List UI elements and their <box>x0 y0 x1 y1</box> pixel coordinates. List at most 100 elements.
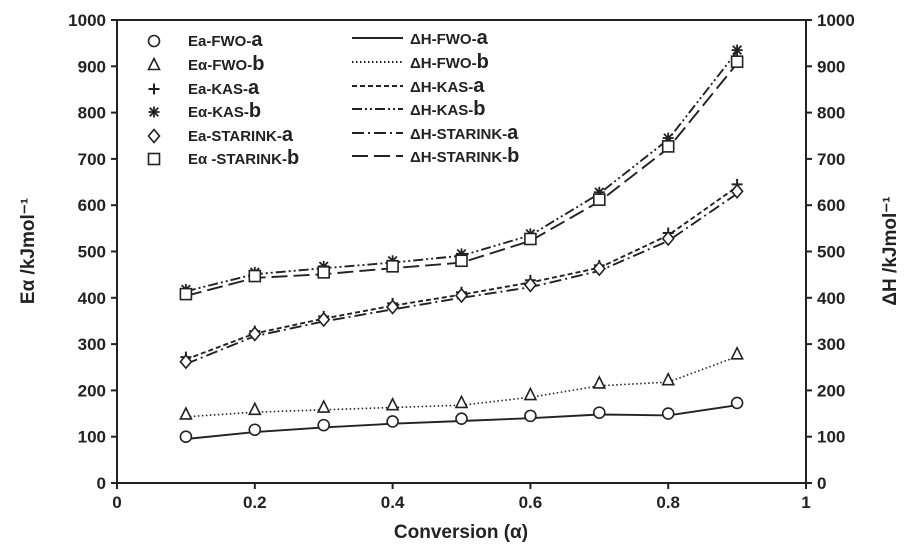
y-left-tick-label: 700 <box>78 150 106 169</box>
series-points-e-fwo-b <box>179 345 744 420</box>
series-points-ea-fwo-a <box>179 396 744 444</box>
y-left-tick-label: 100 <box>78 428 106 447</box>
legend-label: ΔH-STARINK-b <box>410 145 519 167</box>
data-point <box>592 193 606 206</box>
data-point <box>592 260 606 277</box>
x-tick-label: 0 <box>112 493 121 512</box>
data-point <box>592 375 607 389</box>
data-point <box>455 254 468 268</box>
legend-marker-e-fwo-b <box>147 56 161 71</box>
y-right-tick-label: 100 <box>817 428 845 447</box>
legend-marker-ea-starink-a <box>147 128 161 144</box>
legend-marker-ea-kas-a <box>148 83 160 95</box>
legend-symbol <box>147 152 161 166</box>
series-points-ea-kas-a <box>180 178 743 363</box>
x-axis-title: Conversion (α) <box>394 522 528 543</box>
data-point <box>179 406 193 420</box>
y-axis-right-title: ΔH /kJmol⁻¹ <box>880 196 901 305</box>
data-point <box>385 396 400 411</box>
y-right-tick-label: 1000 <box>817 11 855 30</box>
legend-symbol <box>148 83 160 95</box>
data-point <box>731 44 743 56</box>
y-left-tick-label: 400 <box>78 289 106 308</box>
data-point <box>386 299 400 315</box>
legend-symbol <box>147 56 161 71</box>
data-point <box>317 266 331 279</box>
data-point <box>386 415 399 428</box>
y-axis-right-ticks: 0 100 200 300 400 500 600 700 800 900 1000 <box>806 11 855 493</box>
y-axis-left-ticks: 0 100 200 300 400 500 600 700 800 900 1000 <box>68 11 117 493</box>
legend-marker-ea-fwo-a <box>147 34 161 48</box>
data-point <box>662 132 674 144</box>
data-point <box>661 407 675 420</box>
legend-symbol <box>148 106 160 118</box>
x-tick-label: 1 <box>801 493 810 512</box>
legend-label: Eα -STARINK-b <box>188 147 299 169</box>
series-line-h-fwo-b <box>185 355 738 418</box>
y-left-tick-label: 800 <box>78 104 106 123</box>
legend-label: Ea-FWO-a <box>188 29 263 51</box>
legend-label: ΔH-KAS-a <box>410 75 485 97</box>
data-point <box>730 55 744 68</box>
y-right-tick-label: 200 <box>817 381 845 400</box>
legend-marker-e-kas-b <box>148 106 160 118</box>
legend-symbol <box>147 128 161 144</box>
legend-label: ΔH-STARINK-a <box>410 122 519 144</box>
data-point <box>248 423 262 437</box>
legend-label: ΔH-FWO-b <box>410 51 489 73</box>
x-tick-label: 0.6 <box>519 493 543 512</box>
legend-label: ΔH-KAS-b <box>410 98 486 120</box>
data-point <box>248 326 262 342</box>
y-right-tick-label: 0 <box>817 474 826 493</box>
y-left-tick-label: 500 <box>78 243 106 262</box>
data-point <box>248 269 262 283</box>
data-point <box>248 401 262 416</box>
legend-label: Ea-STARINK-a <box>188 124 294 146</box>
y-right-tick-label: 500 <box>817 243 845 262</box>
x-axis-ticks: 0 0.2 0.4 0.6 0.8 1 <box>112 483 811 512</box>
y-right-tick-label: 600 <box>817 196 845 215</box>
y-left-tick-label: 600 <box>78 196 106 215</box>
data-point <box>593 186 605 198</box>
data-point <box>179 430 193 444</box>
data-point <box>524 409 537 423</box>
y-right-tick-label: 300 <box>817 335 845 354</box>
legend-marker-e-starink-b <box>147 152 161 166</box>
data-point <box>179 287 193 301</box>
data-point <box>730 396 744 410</box>
y-right-tick-label: 900 <box>817 57 845 76</box>
y-left-tick-label: 0 <box>97 474 106 493</box>
y-left-tick-label: 200 <box>78 381 106 400</box>
data-point <box>179 353 193 370</box>
series-points-ea-starink-a <box>179 183 744 370</box>
data-point <box>661 140 675 153</box>
series-markers <box>179 44 744 444</box>
data-point <box>454 394 469 409</box>
y-right-tick-label: 400 <box>817 289 845 308</box>
data-point <box>455 412 468 425</box>
series-line-h-starink-a <box>185 192 738 365</box>
y-left-tick-label: 900 <box>78 57 106 76</box>
data-point <box>592 406 606 419</box>
data-point <box>524 232 537 246</box>
data-point <box>386 260 399 273</box>
legend-label: ΔH-FWO-a <box>410 27 489 49</box>
y-left-tick-label: 300 <box>78 335 106 354</box>
legend: Ea-FWO-aEα-FWO-bEa-KAS-aEα-KAS-bEa-STARI… <box>147 27 519 169</box>
legend-symbol <box>147 34 161 48</box>
y-right-tick-label: 800 <box>817 104 845 123</box>
data-point <box>661 371 675 386</box>
data-point <box>730 345 744 360</box>
y-axis-left-title: Eα /kJmol⁻¹ <box>18 198 39 304</box>
data-point <box>730 183 744 200</box>
y-right-tick-label: 700 <box>817 150 845 169</box>
data-point <box>523 277 537 293</box>
data-point <box>456 248 467 260</box>
legend-label: Eα-FWO-b <box>188 53 264 75</box>
data-point <box>316 399 331 413</box>
data-point <box>317 418 331 432</box>
x-tick-label: 0.8 <box>656 493 680 512</box>
data-point <box>523 386 538 401</box>
x-tick-label: 0.2 <box>243 493 267 512</box>
